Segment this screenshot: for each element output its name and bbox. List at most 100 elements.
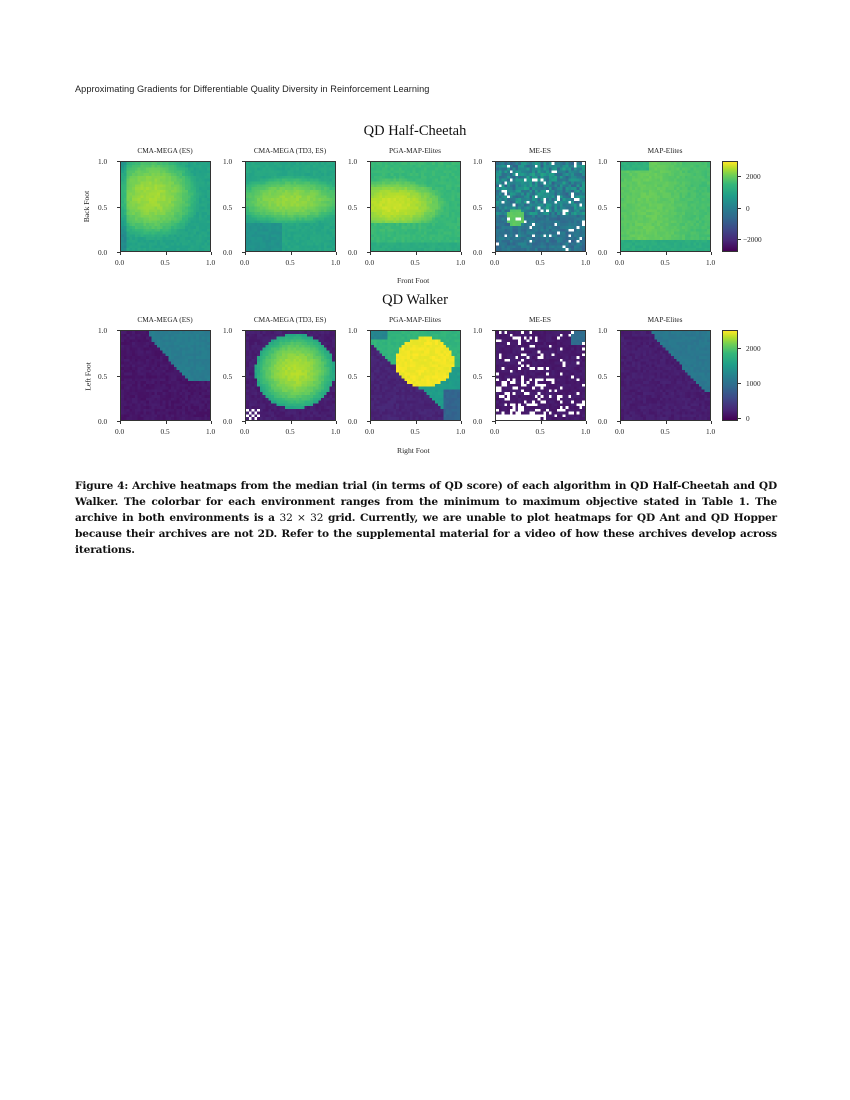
heatmap-canvas — [121, 162, 210, 251]
y-tick-label: 1.0 — [348, 157, 358, 166]
y-tick-label: 0.0 — [598, 248, 608, 257]
colorbar-tick: 1000 — [746, 379, 761, 388]
y-tick-label: 0.5 — [98, 202, 108, 212]
panel-title: ME-ES — [529, 146, 551, 155]
y-tick-label: 0.5 — [348, 202, 358, 212]
heatmap-canvas — [621, 162, 710, 251]
y-tick-label: 0.0 — [348, 248, 358, 257]
y-tick-label: 0.5 — [598, 371, 608, 381]
x-tick-label: 0.5 — [160, 427, 170, 436]
heatmap-canvas — [496, 162, 585, 251]
y-tick-label: 0.5 — [223, 371, 233, 381]
x-tick-label: 0.0 — [365, 427, 375, 436]
y-tick-label: 0.5 — [473, 202, 483, 212]
colorbar-tick: 2000 — [746, 344, 761, 353]
x-tick-label: 1.0 — [456, 258, 466, 267]
heatmap-canvas — [621, 331, 710, 420]
colorbar-tick: 2000 — [746, 172, 761, 181]
y-tick-label: 0.0 — [223, 417, 233, 426]
x-tick-label: 0.5 — [410, 427, 420, 436]
x-tick-label: 1.0 — [206, 427, 216, 436]
x-tick-label: 0.5 — [410, 258, 420, 267]
y-tick-label: 0.5 — [348, 371, 358, 381]
heatmap-panel — [245, 161, 336, 252]
x-tick-label: 1.0 — [206, 258, 216, 267]
x-tick-label: 0.0 — [365, 258, 375, 267]
panel-title: MAP-Elites — [647, 315, 683, 324]
y-tick-label: 1.0 — [98, 326, 108, 335]
caption-label: Figure 4: — [75, 480, 129, 492]
colorbar-walker — [722, 330, 738, 421]
heatmap-canvas — [246, 331, 335, 420]
y-tick-label: 0.5 — [473, 371, 483, 381]
env-title-walker: QD Walker — [382, 292, 448, 308]
x-tick-label: 0.0 — [115, 258, 125, 267]
heatmap-panel — [495, 161, 586, 252]
caption-math: 32 × 32 — [279, 512, 324, 524]
heatmap-panel — [620, 161, 711, 252]
colorbar-tick: −2000 — [743, 235, 762, 244]
x-tick-label: 1.0 — [581, 427, 591, 436]
y-tick-label: 1.0 — [598, 157, 608, 166]
heatmap-panel — [245, 330, 336, 421]
x-tick-label: 0.5 — [660, 427, 670, 436]
y-tick-label: 0.5 — [98, 371, 108, 381]
panel-title: PGA-MAP-Elites — [389, 146, 441, 155]
y-tick-label: 1.0 — [98, 157, 108, 166]
heatmap-canvas — [496, 331, 585, 420]
colorbar-tick: 0 — [746, 414, 750, 423]
y-tick-label: 1.0 — [348, 326, 358, 335]
ylabel-half-cheetah: Back Foot — [82, 190, 92, 223]
heatmap-panel — [120, 330, 211, 421]
figure-caption: Figure 4: Archive heatmaps from the medi… — [75, 478, 777, 558]
panel-title: ME-ES — [529, 315, 551, 324]
x-tick-label: 0.5 — [535, 427, 545, 436]
x-tick-label: 1.0 — [706, 258, 716, 267]
y-tick-label: 1.0 — [223, 157, 233, 166]
x-tick-label: 0.5 — [160, 258, 170, 267]
y-tick-label: 1.0 — [223, 326, 233, 335]
y-tick-label: 1.0 — [598, 326, 608, 335]
x-tick-label: 0.5 — [285, 427, 295, 436]
heatmap-panel — [620, 330, 711, 421]
x-tick-label: 1.0 — [456, 427, 466, 436]
x-tick-label: 0.5 — [660, 258, 670, 267]
y-tick-label: 0.0 — [223, 248, 233, 257]
heatmap-panel — [120, 161, 211, 252]
y-tick-label: 1.0 — [473, 326, 483, 335]
xlabel-walker: Right Foot — [397, 446, 430, 455]
y-tick-label: 0.0 — [473, 417, 483, 426]
x-tick-label: 0.0 — [240, 258, 250, 267]
x-tick-label: 0.5 — [285, 258, 295, 267]
y-tick-label: 1.0 — [473, 157, 483, 166]
ylabel-walker: Left Foot — [83, 362, 93, 391]
panel-title: PGA-MAP-Elites — [389, 315, 441, 324]
y-tick-label: 0.0 — [473, 248, 483, 257]
x-tick-label: 1.0 — [581, 258, 591, 267]
x-tick-label: 1.0 — [706, 427, 716, 436]
y-tick-label: 0.5 — [598, 202, 608, 212]
running-head: Approximating Gradients for Differentiab… — [75, 84, 430, 94]
panel-title: CMA-MEGA (ES) — [137, 315, 193, 324]
caption-text-end: grid. Currently, we are unable to plot h… — [75, 512, 777, 556]
heatmap-panel — [370, 330, 461, 421]
caption-text: Archive heatmaps from the median trial (… — [75, 480, 777, 524]
y-tick-label: 0.0 — [348, 417, 358, 426]
xlabel-half-cheetah: Front Foot — [397, 276, 430, 285]
heatmap-canvas — [371, 331, 460, 420]
y-tick-label: 0.0 — [98, 417, 108, 426]
x-tick-label: 0.0 — [490, 258, 500, 267]
y-tick-label: 0.0 — [598, 417, 608, 426]
x-tick-label: 0.0 — [490, 427, 500, 436]
colorbar-half-cheetah — [722, 161, 738, 252]
panel-title: MAP-Elites — [647, 146, 683, 155]
panel-title: CMA-MEGA (ES) — [137, 146, 193, 155]
heatmap-canvas — [246, 162, 335, 251]
heatmap-canvas — [121, 331, 210, 420]
heatmap-panel — [370, 161, 461, 252]
x-tick-label: 0.0 — [115, 427, 125, 436]
colorbar-tick: 0 — [746, 204, 750, 213]
x-tick-label: 0.0 — [615, 427, 625, 436]
x-tick-label: 0.0 — [615, 258, 625, 267]
y-tick-label: 0.5 — [223, 202, 233, 212]
